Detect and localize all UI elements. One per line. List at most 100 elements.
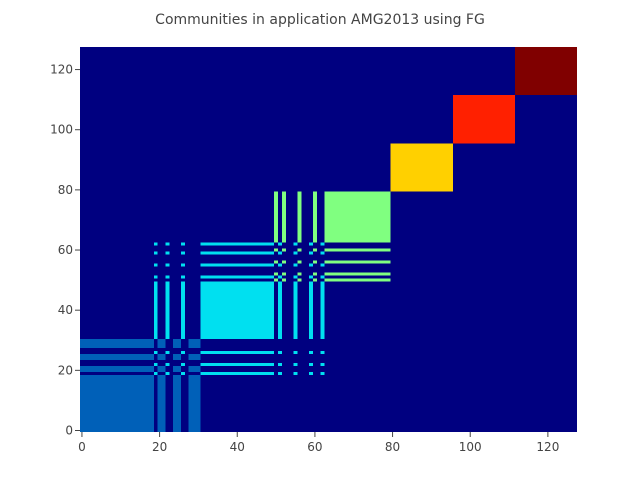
- community-5-cell: [452, 95, 515, 144]
- community-2-cell: [320, 362, 325, 366]
- community-2-cell: [278, 371, 282, 375]
- community-2-cell: [320, 242, 325, 246]
- community-4-cell: [390, 143, 453, 192]
- community-2-cell: [200, 362, 275, 366]
- community-3-cell: [281, 272, 286, 276]
- x-tick-label: 60: [307, 440, 322, 454]
- community-1-cell: [80, 338, 154, 348]
- x-tick-label: 40: [230, 440, 245, 454]
- community-2-cell: [278, 242, 282, 246]
- community-3-cell: [274, 191, 279, 243]
- community-2-cell: [153, 371, 158, 375]
- community-2-cell: [309, 275, 313, 279]
- community-3-cell: [297, 278, 302, 282]
- community-2-cell: [165, 251, 170, 255]
- community-2-cell: [293, 263, 298, 267]
- community-2-cell: [278, 275, 282, 279]
- community-1-cell: [157, 338, 166, 348]
- community-2-cell: [165, 281, 170, 339]
- community-2-cell: [320, 251, 325, 255]
- community-2-cell: [309, 362, 313, 366]
- community-2-cell: [320, 263, 325, 267]
- x-tick-label: 0: [78, 440, 86, 454]
- community-3-cell: [297, 248, 302, 252]
- y-tick-label: 0: [65, 423, 73, 437]
- community-3-cell: [281, 278, 286, 282]
- community-3-cell: [274, 272, 279, 276]
- community-2-cell: [153, 275, 158, 279]
- community-2-cell: [320, 350, 325, 354]
- community-1-cell: [173, 338, 181, 348]
- community-2-cell: [278, 281, 282, 339]
- community-2-cell: [153, 242, 158, 246]
- y-tick-label: 100: [50, 123, 73, 137]
- community-3-cell: [281, 191, 286, 243]
- community-2-cell: [293, 281, 298, 339]
- community-2-cell: [153, 350, 158, 354]
- y-axis: 0 20 40 60 80 100 120: [50, 63, 80, 437]
- community-2-cell: [309, 350, 313, 354]
- x-tick-label: 100: [459, 440, 482, 454]
- community-2-cell: [320, 275, 325, 279]
- x-tick-label: 120: [536, 440, 559, 454]
- chart-title: Communities in application AMG2013 using…: [155, 12, 485, 28]
- community-2-cell: [200, 251, 275, 255]
- community-1-cell: [173, 365, 181, 372]
- community-3-cell: [274, 278, 279, 282]
- y-tick-label: 120: [50, 63, 73, 77]
- community-3-cell: [312, 260, 317, 264]
- community-2-cell: [309, 281, 313, 339]
- community-3-cell: [297, 272, 302, 276]
- x-tick-label: 80: [385, 440, 400, 454]
- community-2-cell: [309, 371, 313, 375]
- community-1-cell: [188, 353, 201, 360]
- community-2-cell: [293, 275, 298, 279]
- community-cells: [80, 47, 577, 432]
- community-2-cell: [165, 275, 170, 279]
- community-2-cell: [293, 371, 298, 375]
- community-1-cell: [173, 374, 181, 432]
- community-2-cell: [200, 371, 275, 375]
- community-3-cell: [324, 191, 391, 243]
- community-2-cell: [278, 362, 282, 366]
- community-1-cell: [80, 365, 154, 372]
- community-3-cell: [324, 248, 391, 252]
- y-tick-label: 20: [58, 363, 73, 377]
- community-1-cell: [157, 374, 166, 432]
- community-3-cell: [324, 272, 391, 276]
- community-2-cell: [153, 281, 158, 339]
- community-2-cell: [278, 251, 282, 255]
- community-2-cell: [309, 251, 313, 255]
- community-3-cell: [312, 191, 317, 243]
- community-3-cell: [274, 260, 279, 264]
- community-2-cell: [165, 242, 170, 246]
- community-2-cell: [309, 242, 313, 246]
- community-3-cell: [274, 248, 279, 252]
- community-2-cell: [278, 263, 282, 267]
- community-3-cell: [281, 260, 286, 264]
- community-1-cell: [157, 353, 166, 360]
- x-axis: 0 20 40 60 80 100 120: [78, 432, 559, 454]
- y-tick-label: 80: [58, 183, 73, 197]
- x-tick-label: 20: [152, 440, 167, 454]
- community-1-cell: [80, 353, 154, 360]
- community-2-cell: [200, 350, 275, 354]
- y-tick-label: 40: [58, 303, 73, 317]
- community-3-cell: [312, 248, 317, 252]
- community-2-cell: [180, 350, 185, 354]
- community-2-cell: [320, 371, 325, 375]
- community-2-cell: [165, 371, 170, 375]
- community-3-cell: [297, 191, 302, 243]
- community-3-cell: [312, 272, 317, 276]
- community-2-cell: [180, 371, 185, 375]
- community-2-cell: [293, 251, 298, 255]
- community-1-cell: [188, 338, 201, 348]
- community-2-cell: [320, 281, 325, 339]
- community-1-cell: [80, 374, 154, 432]
- community-2-cell: [200, 263, 275, 267]
- y-tick-label: 60: [58, 243, 73, 257]
- community-2-cell: [165, 362, 170, 366]
- community-1-cell: [173, 353, 181, 360]
- community-2-cell: [200, 275, 275, 279]
